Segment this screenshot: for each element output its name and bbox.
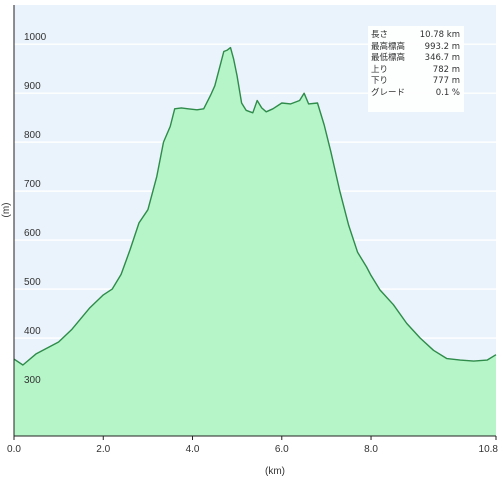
x-tick-label: 8.0 bbox=[364, 444, 378, 455]
y-tick-label: 1000 bbox=[24, 32, 47, 43]
stat-value: 777 m bbox=[432, 76, 460, 86]
stat-label: 下り bbox=[371, 76, 389, 86]
stat-value: 782 m bbox=[432, 64, 460, 75]
stat-row-min-elevation: 最低標高 346.7 m bbox=[368, 53, 464, 65]
stat-row-ascent: 上り 782 m bbox=[368, 65, 464, 77]
elevation-line bbox=[13, 46, 497, 366]
x-tick-label: 2.0 bbox=[96, 444, 110, 455]
stat-label: 長さ bbox=[371, 30, 389, 40]
y-tick-label: 500 bbox=[24, 277, 41, 288]
x-tick-label: 10.8 bbox=[479, 444, 499, 455]
x-tick-label: 4.0 bbox=[186, 444, 200, 455]
x-tick-label: 6.0 bbox=[275, 444, 289, 455]
stat-label: 最低標高 bbox=[371, 53, 406, 63]
stat-row-max-elevation: 最高標高 993.2 m bbox=[368, 42, 464, 54]
elevation-area bbox=[14, 47, 496, 436]
stat-label: グレード bbox=[371, 87, 406, 98]
y-tick-label: 700 bbox=[24, 179, 41, 190]
stat-label: 上り bbox=[371, 64, 389, 75]
stat-row-grade: グレード 0.1 % bbox=[368, 88, 464, 100]
y-tick-label: 900 bbox=[24, 81, 41, 92]
stat-label: 最高標高 bbox=[371, 41, 406, 52]
y-tick-label: 300 bbox=[24, 375, 41, 386]
stat-value: 346.7 m bbox=[424, 53, 460, 63]
stat-value: 10.78 km bbox=[419, 30, 460, 40]
stat-value: 993.2 m bbox=[424, 41, 460, 52]
stat-value: 0.1 % bbox=[435, 87, 460, 98]
stat-row-length: 長さ 10.78 km bbox=[368, 30, 464, 42]
y-axis-title: (m) bbox=[1, 203, 12, 218]
stats-box: 長さ 10.78 km 最高標高 993.2 m 最低標高 346.7 m 上り… bbox=[368, 26, 464, 112]
stat-row-descent: 下り 777 m bbox=[368, 76, 464, 88]
x-axis-title: (km) bbox=[265, 466, 285, 477]
y-tick-label: 600 bbox=[24, 228, 41, 239]
y-tick-label: 800 bbox=[24, 130, 41, 141]
y-tick-label: 400 bbox=[24, 326, 41, 337]
x-tick-label: 0.0 bbox=[7, 444, 21, 455]
